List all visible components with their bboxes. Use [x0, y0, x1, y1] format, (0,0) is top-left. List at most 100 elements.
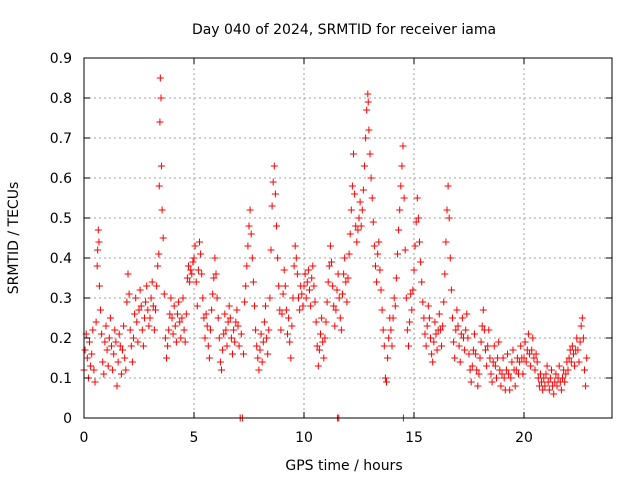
data-point	[466, 366, 474, 374]
data-point	[347, 206, 355, 214]
data-point	[363, 106, 371, 114]
data-point	[229, 350, 236, 358]
data-point	[119, 346, 126, 354]
data-point	[429, 358, 437, 366]
data-point	[337, 326, 345, 334]
data-point	[332, 306, 340, 314]
data-point	[541, 382, 549, 390]
data-point	[326, 242, 334, 250]
data-point	[512, 366, 520, 374]
data-point	[401, 246, 409, 254]
data-point	[452, 326, 460, 334]
data-point	[421, 330, 429, 338]
data-point	[234, 322, 242, 330]
data-point	[483, 362, 491, 370]
data-point	[97, 306, 104, 314]
data-point	[488, 378, 496, 386]
data-point	[325, 262, 333, 270]
data-point	[432, 330, 440, 338]
data-point	[214, 314, 222, 322]
data-point	[442, 238, 450, 246]
data-point	[286, 338, 294, 346]
data-point	[403, 326, 411, 334]
data-point	[178, 314, 186, 322]
data-point	[559, 374, 566, 382]
data-point	[92, 318, 100, 326]
data-point	[183, 274, 191, 282]
data-point	[102, 322, 110, 330]
data-point	[123, 298, 131, 306]
data-point	[144, 306, 152, 314]
data-point	[538, 378, 546, 386]
data-point	[500, 374, 508, 382]
data-point	[216, 358, 224, 366]
data-point	[395, 226, 403, 234]
data-point	[405, 342, 412, 350]
data-point	[185, 262, 192, 270]
data-point	[323, 298, 331, 306]
data-point	[428, 350, 436, 358]
data-point	[377, 286, 385, 294]
data-point	[182, 310, 190, 318]
data-point	[114, 358, 122, 366]
data-point	[431, 318, 439, 326]
data-point	[389, 314, 397, 322]
data-point	[130, 334, 137, 342]
y-tick-label: 0	[63, 411, 72, 427]
data-point	[511, 382, 519, 390]
data-point	[576, 338, 584, 346]
data-point	[561, 378, 569, 386]
data-point	[267, 246, 275, 254]
data-point	[157, 162, 165, 170]
data-point	[430, 338, 438, 346]
data-point	[253, 342, 261, 350]
data-point	[194, 266, 202, 274]
data-point	[237, 330, 245, 338]
data-point	[381, 374, 389, 382]
data-point	[350, 150, 357, 158]
data-point	[220, 330, 228, 338]
data-point	[527, 362, 535, 370]
axis-ticks: 0 0.1 0.2 0.3 0.4 0.5 0.6 0.7 0.8 0.9 0 5 10 15 20	[50, 51, 612, 446]
data-point	[339, 290, 346, 298]
data-point	[81, 346, 89, 354]
data-point	[136, 286, 144, 294]
data-point	[232, 318, 240, 326]
grid-lines	[84, 58, 612, 418]
data-point	[196, 238, 203, 246]
data-point	[215, 334, 223, 342]
data-point	[491, 362, 499, 370]
data-point	[407, 290, 415, 298]
data-point	[357, 222, 365, 230]
data-point	[324, 278, 332, 286]
data-point	[263, 334, 271, 342]
data-point	[356, 198, 364, 206]
data-point	[355, 214, 363, 222]
data-point	[296, 306, 304, 314]
data-point	[499, 354, 507, 362]
data-point	[379, 326, 387, 334]
data-point	[125, 290, 133, 298]
data-point	[495, 338, 503, 346]
data-point	[147, 294, 155, 302]
data-point	[95, 282, 103, 290]
data-point	[579, 334, 587, 342]
data-point	[411, 242, 419, 250]
data-point	[388, 342, 396, 350]
data-point	[91, 378, 99, 386]
x-tick-label: 20	[515, 430, 533, 446]
data-point	[221, 310, 229, 318]
data-point	[526, 350, 533, 358]
data-point	[408, 306, 416, 314]
data-point	[472, 350, 480, 358]
data-point	[364, 98, 372, 106]
data-point	[105, 334, 113, 342]
data-point	[115, 330, 123, 338]
data-point	[133, 318, 141, 326]
data-point	[201, 334, 209, 342]
data-point	[311, 298, 319, 306]
data-point	[203, 322, 211, 330]
data-point	[504, 350, 511, 358]
data-point	[383, 378, 390, 386]
data-point	[508, 358, 516, 366]
